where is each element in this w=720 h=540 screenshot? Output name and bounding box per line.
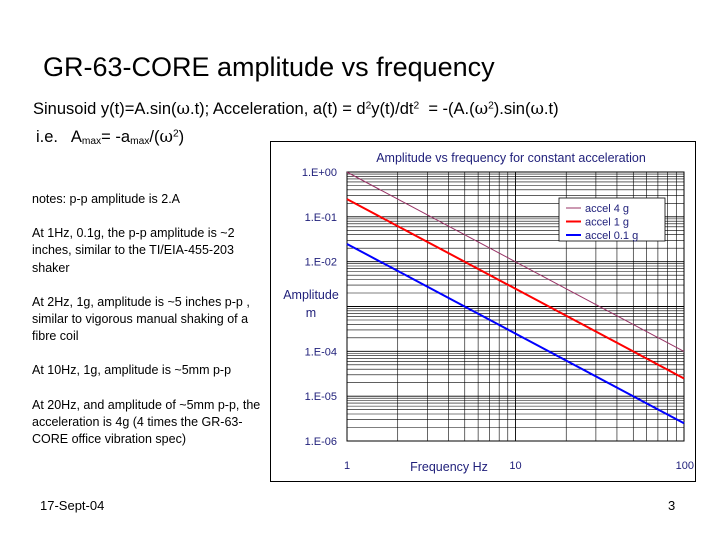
y-axis-label: Amplitude xyxy=(283,288,339,302)
series-line xyxy=(346,243,685,425)
formula-line: Sinusoid y(t)=A.sin(ω.t); Acceleration, … xyxy=(33,99,559,119)
slide-title: GR-63-CORE amplitude vs frequency xyxy=(43,52,495,82)
x-tick-label: 100 xyxy=(676,460,694,472)
note-text: At 10Hz, 1g, amplitude is ~5mm p-p xyxy=(32,363,232,378)
formula-text: .t) xyxy=(543,100,559,118)
legend-label: accel 4 g xyxy=(585,203,629,215)
chart-series xyxy=(346,171,685,425)
formula-superscript: 2 xyxy=(413,100,420,112)
series-line xyxy=(346,198,685,380)
page-number: 3 xyxy=(668,498,676,513)
y-tick-label: 1.E+00 xyxy=(302,167,337,179)
relation-superscript: 2 xyxy=(172,128,179,140)
footer-date: 17-Sept-04 xyxy=(40,498,105,513)
relation-text: ) xyxy=(178,128,185,146)
legend-box xyxy=(558,197,666,242)
series-line xyxy=(346,171,685,352)
omega-symbol: ω xyxy=(474,99,489,118)
relation-subscript: max xyxy=(81,136,102,148)
legend-label: accel 0.1 g xyxy=(585,230,638,242)
legend-label: accel 1 g xyxy=(585,217,629,229)
chart-axes: 1.E+00 1.E-01 1.E-02 1.E-04 1.E-05 1.E-06 1 10 1… xyxy=(302,167,694,472)
formula-text: = -(A.( xyxy=(419,100,475,118)
formula-text: Sinusoid y(t)=A.sin( xyxy=(33,100,177,118)
relation-text: /( xyxy=(149,128,160,146)
omega-symbol: ω xyxy=(159,127,173,146)
formula-text: ).sin( xyxy=(493,100,531,118)
note-text: At 20Hz, and amplitude of ~5mm p-p, the … xyxy=(32,397,261,447)
y-tick-label: 1.E-04 xyxy=(305,346,337,358)
omega-symbol: ω xyxy=(530,99,544,118)
y-tick-label: 1.E-06 xyxy=(305,436,337,448)
x-tick-label: 1 xyxy=(344,460,350,472)
chart-axis-labels: Frequency Hz Amplitude m xyxy=(283,288,488,474)
relation-subscript: max xyxy=(130,136,150,148)
x-axis-label: Frequency Hz xyxy=(410,460,488,474)
omega-symbol: ω xyxy=(176,99,190,118)
relation-text: = -a xyxy=(101,128,131,146)
chart-title: Amplitude vs frequency for constant acce… xyxy=(376,151,646,165)
note-text: At 2Hz, 1g, amplitude is ~5 inches p-p ,… xyxy=(32,294,250,344)
formula-superscript: 2 xyxy=(488,100,494,112)
notes-block: notes: p-p amplitude is 2.A At 1Hz, 0.1g… xyxy=(32,191,272,465)
y-tick-label: 1.E-01 xyxy=(305,212,337,224)
formula-text: .t); Acceleration, a(t) = d xyxy=(189,100,366,118)
relation-text: i.e. A xyxy=(36,128,82,146)
y-tick-label: 1.E-05 xyxy=(305,391,337,403)
plot-border xyxy=(346,171,685,442)
y-tick-label: 1.E-02 xyxy=(305,257,337,269)
formula-superscript: 2 xyxy=(365,100,372,112)
note-text: At 1Hz, 0.1g, the p-p amplitude is ~2 in… xyxy=(32,226,235,275)
note-text: notes: p-p amplitude is 2.A xyxy=(32,192,180,206)
amplitude-relation-line: i.e. Amax= -amax/(ω2) xyxy=(36,127,184,147)
x-tick-label: 10 xyxy=(509,460,521,472)
formula-text: y(t)/dt xyxy=(371,100,414,118)
y-axis-label: m xyxy=(306,306,316,320)
